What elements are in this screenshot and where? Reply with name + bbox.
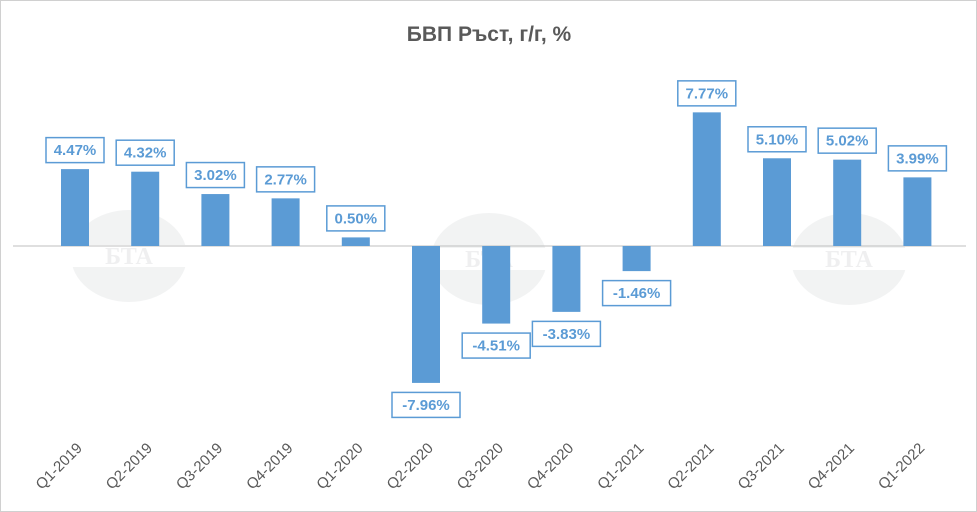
x-tick-label: Q2-2019	[103, 440, 156, 493]
bar	[131, 171, 160, 246]
data-label-box	[887, 145, 948, 172]
data-label: -7.96%	[391, 391, 461, 419]
data-label: 7.77%	[677, 80, 737, 107]
data-label: 2.77%	[255, 166, 316, 193]
x-tick-label: Q3-2019	[173, 440, 226, 493]
data-label-box	[185, 161, 246, 189]
bar	[482, 246, 511, 324]
data-label-box	[531, 320, 602, 348]
data-label-text: -7.96%	[402, 397, 450, 414]
data-label: 3.02%	[185, 161, 246, 189]
bar	[903, 177, 932, 246]
x-tick-label: Q1-2020	[313, 440, 366, 493]
bar	[763, 158, 791, 246]
data-label-box	[601, 279, 672, 307]
data-label: 4.47%	[45, 136, 105, 164]
data-label-text: 7.77%	[686, 85, 729, 102]
x-tick-label: Q1-2022	[875, 440, 928, 493]
data-label-text: 5.10%	[756, 131, 799, 148]
data-label-text: 2.77%	[264, 171, 307, 188]
bar	[692, 112, 721, 246]
data-label-text: 0.50%	[335, 210, 378, 227]
x-tick-label: Q1-2021	[594, 440, 647, 493]
data-label: 5.02%	[817, 127, 877, 154]
data-label: 0.50%	[326, 205, 386, 232]
data-label-box	[255, 166, 316, 193]
data-label-text: -3.83%	[543, 326, 591, 343]
watermark-text: БТА	[825, 247, 873, 273]
data-label-text: 3.99%	[896, 150, 939, 167]
data-label-box	[817, 127, 877, 154]
data-label-box	[326, 205, 386, 232]
x-tick-label: Q4-2020	[524, 440, 577, 493]
data-label: 3.99%	[887, 145, 948, 172]
data-label-box	[115, 139, 175, 166]
data-label-text: 4.32%	[124, 145, 167, 162]
data-label: 4.32%	[115, 139, 175, 166]
x-tick-label: Q3-2020	[454, 440, 507, 493]
bar	[201, 194, 230, 246]
data-label: -4.51%	[461, 332, 531, 359]
data-label-box	[461, 332, 531, 359]
bar	[412, 246, 440, 383]
x-tick-label: Q2-2020	[384, 440, 437, 493]
chart-title: БВП Ръст, г/г, %	[407, 23, 572, 46]
bar	[271, 198, 300, 246]
data-label-text: -1.46%	[613, 285, 661, 302]
x-tick-label: Q4-2021	[805, 440, 858, 493]
data-label-box	[677, 80, 737, 107]
data-label-box	[45, 136, 105, 164]
data-label-text: 5.02%	[826, 133, 869, 150]
bar	[552, 246, 581, 312]
data-label-text: 3.02%	[194, 167, 237, 184]
data-label: 5.10%	[747, 126, 807, 153]
bar	[833, 159, 862, 246]
data-label-text: 4.47%	[54, 142, 97, 159]
data-label-box	[747, 126, 807, 153]
watermark-text: БТА	[105, 244, 153, 270]
data-label-text: -4.51%	[472, 338, 520, 355]
data-label-box	[391, 391, 461, 419]
x-tick-label: Q3-2021	[735, 440, 788, 493]
x-tick-label: Q2-2021	[664, 440, 717, 493]
data-label: -3.83%	[531, 320, 602, 348]
bars-group	[61, 112, 932, 383]
bar	[61, 169, 89, 246]
bar	[622, 246, 651, 272]
data-label: -1.46%	[601, 279, 672, 307]
x-tick-labels-group: Q1-2019 Q2-2019 Q3-2019 Q4-2019 Q1-2020 Q2-20…	[33, 440, 929, 493]
x-tick-label: Q4-2019	[243, 440, 296, 493]
bar	[341, 237, 370, 246]
data-labels-group: 4.47% 4.32% 3.02% 2.77% 0.50% -7.96% -4.51% -3.…	[45, 80, 948, 419]
x-tick-label: Q1-2019	[33, 440, 86, 493]
watermark-logo: БТА	[785, 213, 913, 305]
